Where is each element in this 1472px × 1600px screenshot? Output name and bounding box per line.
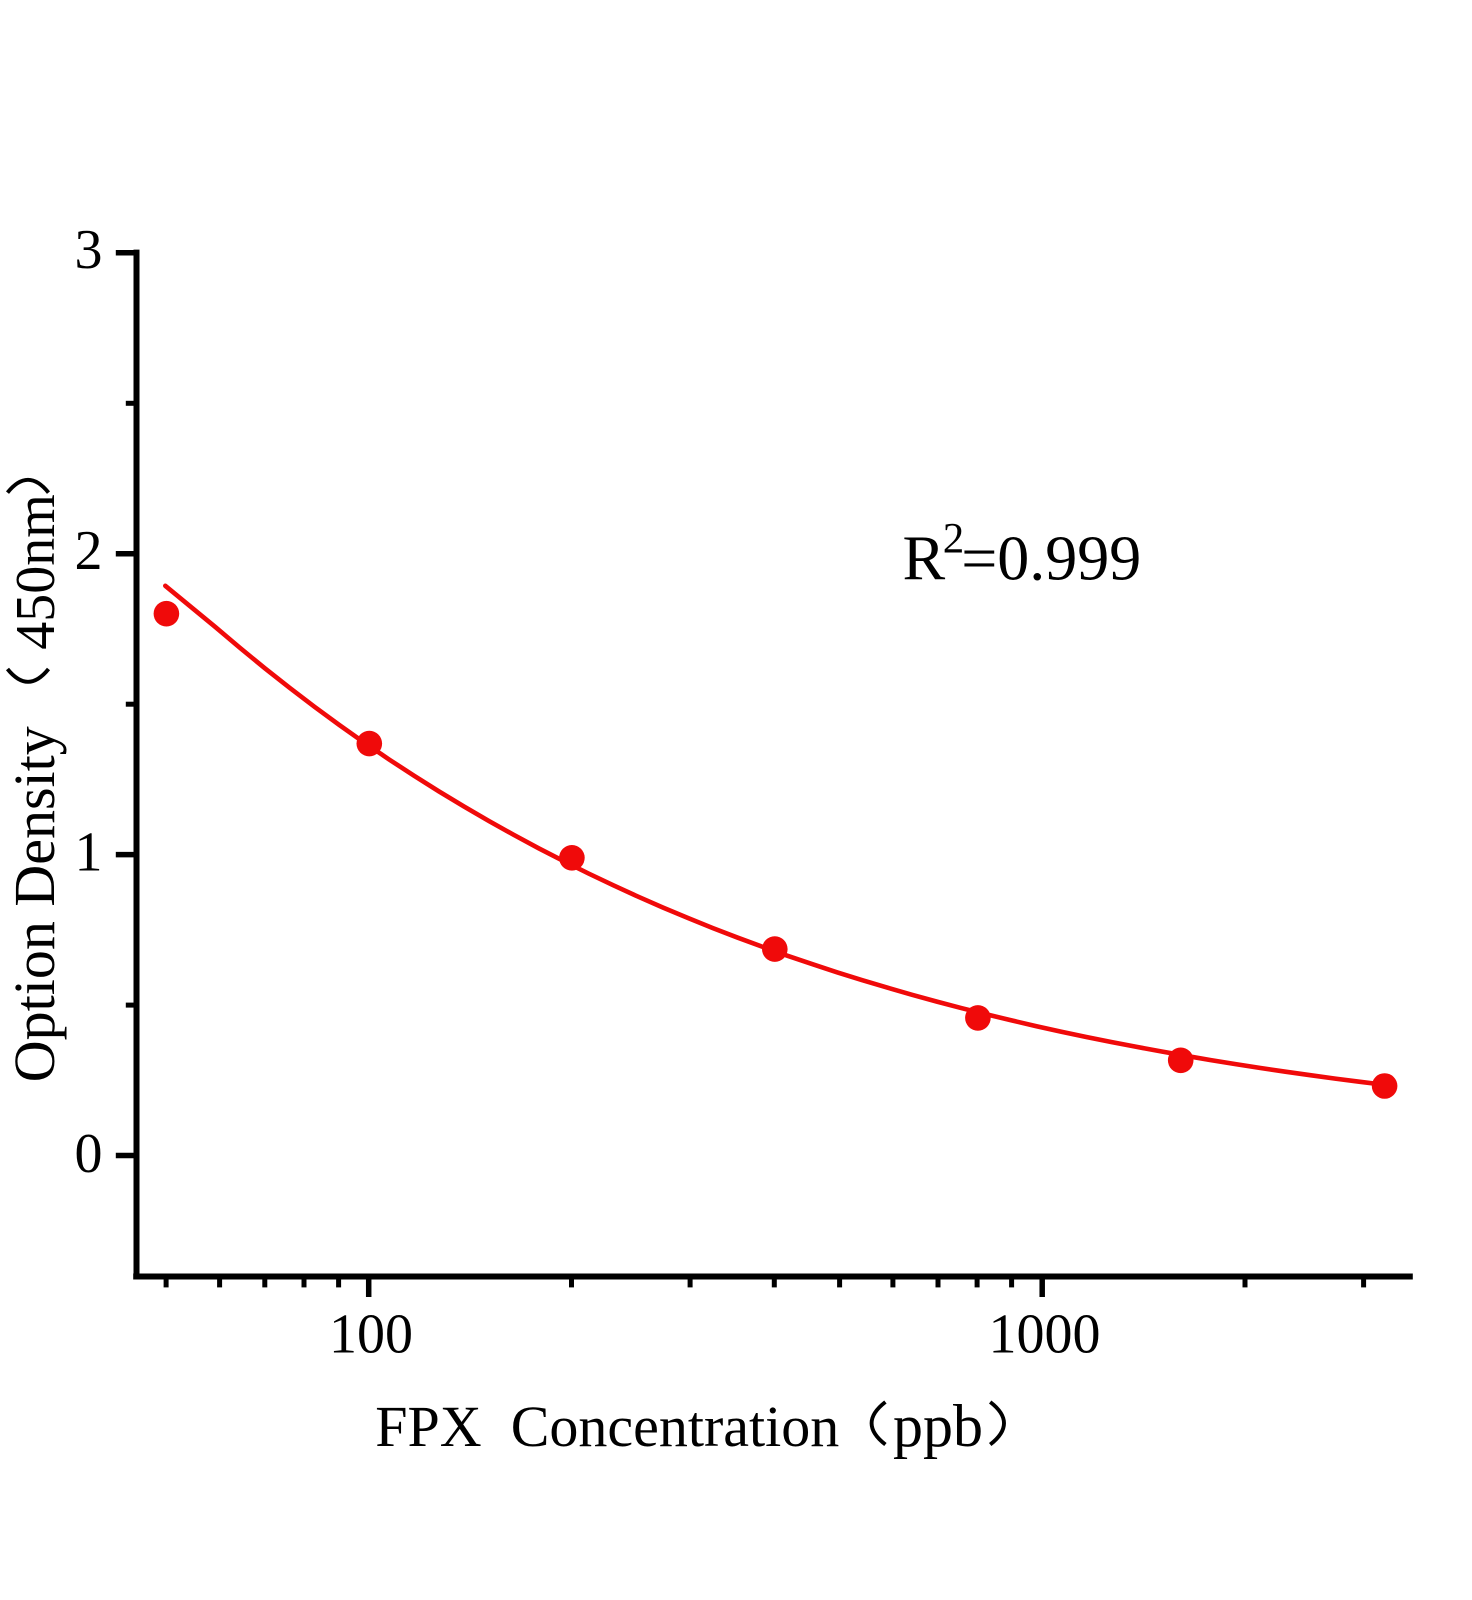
svg-text:R2=0.999: R2=0.999 [903, 515, 1142, 593]
svg-text:100: 100 [329, 1304, 413, 1366]
svg-text:1000: 1000 [989, 1304, 1101, 1366]
svg-text:3: 3 [75, 219, 103, 281]
svg-text:1: 1 [75, 822, 103, 884]
svg-text:ppb: ppb [893, 1393, 983, 1459]
svg-text:450nm: 450nm [5, 494, 67, 650]
svg-text:FPX Concentration: FPX Concentration [375, 1394, 839, 1459]
svg-text:2: 2 [75, 520, 103, 582]
svg-text:0: 0 [75, 1123, 103, 1185]
svg-text:Option Density: Option Density [2, 726, 67, 1082]
